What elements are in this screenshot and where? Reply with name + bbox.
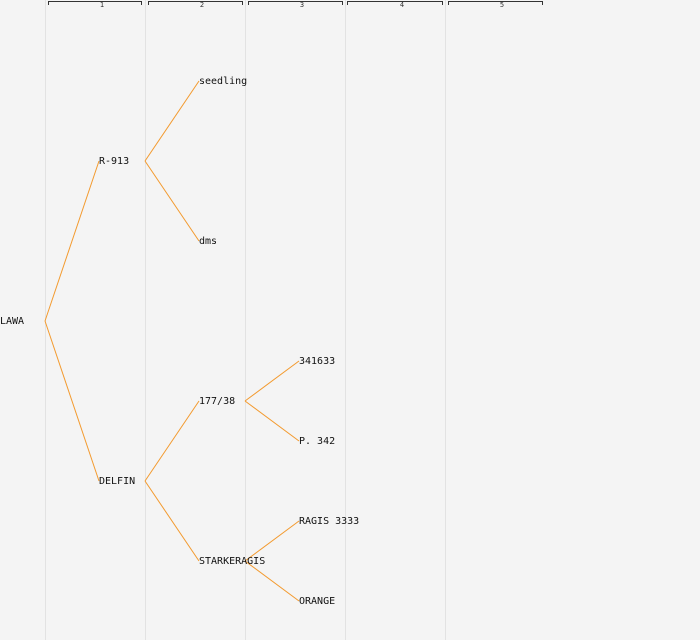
- generation-label-2: 2: [199, 1, 205, 9]
- node-ragis3333[interactable]: RAGIS 3333: [299, 516, 360, 527]
- link-lawa-delfin: [44, 320, 100, 482]
- generation-bracket-3: [248, 1, 343, 5]
- column-divider: [145, 0, 146, 640]
- node-p342[interactable]: P. 342: [299, 436, 336, 447]
- link-delfin-17738: [144, 400, 200, 482]
- node-seedling[interactable]: seedling: [199, 76, 248, 87]
- link-starkeragis-ragis3333: [244, 520, 300, 562]
- generation-label-1: 1: [99, 1, 105, 9]
- column-divider: [345, 0, 346, 640]
- link-r913-seedling: [144, 80, 200, 162]
- generation-bracket-5: [448, 1, 543, 5]
- generation-label-3: 3: [299, 1, 305, 9]
- node-dms[interactable]: dms: [199, 236, 218, 247]
- node-341633[interactable]: 341633: [299, 356, 336, 367]
- link-delfin-starkeragis: [144, 480, 200, 562]
- node-root[interactable]: LAWA: [0, 316, 25, 327]
- link-starkeragis-orange: [244, 560, 300, 602]
- generation-bracket-4: [347, 1, 443, 5]
- generation-bracket-2: [148, 1, 243, 5]
- node-r913[interactable]: R-913: [99, 156, 130, 167]
- node-17738[interactable]: 177/38: [199, 396, 236, 407]
- link-lawa-r913: [44, 160, 100, 322]
- link-17738-341633: [244, 360, 300, 402]
- generation-label-4: 4: [399, 1, 405, 9]
- node-delfin[interactable]: DELFIN: [99, 476, 136, 487]
- node-starkeragis[interactable]: STARKERAGIS: [199, 556, 266, 567]
- link-r913-dms: [144, 160, 200, 242]
- column-divider: [445, 0, 446, 640]
- link-17738-p342: [244, 400, 300, 442]
- generation-bracket-1: [48, 1, 142, 5]
- column-divider: [245, 0, 246, 640]
- node-orange[interactable]: ORANGE: [299, 596, 336, 607]
- generation-label-5: 5: [499, 1, 505, 9]
